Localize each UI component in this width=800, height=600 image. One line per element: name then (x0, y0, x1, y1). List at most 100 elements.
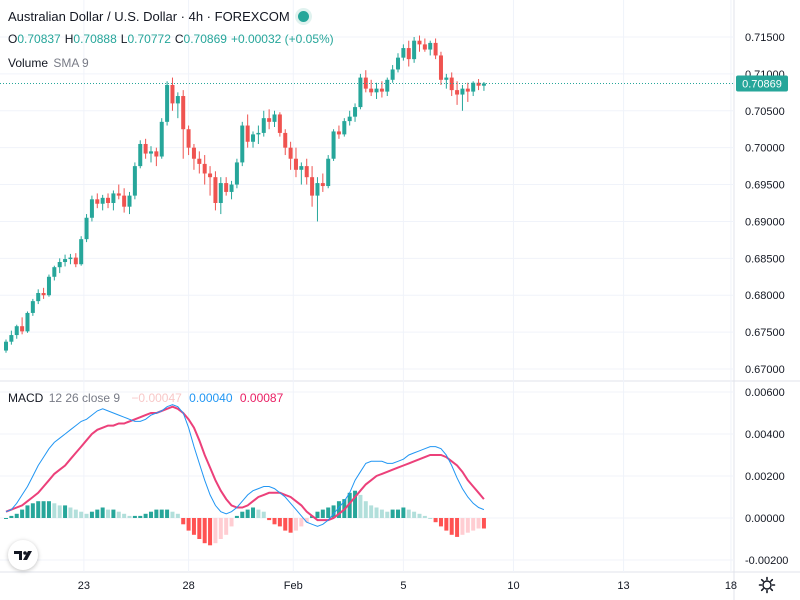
candle-body (100, 197, 105, 204)
candle-body (283, 132, 288, 148)
candle-body (438, 55, 443, 80)
macd-tick-label: -0.00200 (745, 555, 788, 567)
macd-histogram-bar (208, 518, 213, 546)
macd-histogram-bar (455, 518, 460, 537)
macd-histogram-bar (363, 501, 368, 518)
macd-legend[interactable]: MACD 12 26 close 9 −0.00047 0.00040 0.00… (8, 391, 283, 405)
candle-body (277, 114, 282, 133)
high-label: H (64, 32, 74, 46)
macd-histogram-bar (272, 518, 277, 525)
volume-params: SMA 9 (53, 56, 89, 70)
candle-body (428, 42, 433, 50)
macd-histogram-bar (277, 518, 282, 527)
candle-body (455, 90, 460, 95)
time-axis: 23 28 Feb 5 10 13 18 (78, 580, 737, 592)
candle-body (73, 257, 78, 265)
macd-histogram-bar (46, 501, 51, 518)
candle-body (111, 193, 116, 203)
macd-histogram-bar (41, 501, 46, 518)
macd-histogram-bar (100, 507, 105, 518)
candle-body (412, 40, 417, 60)
time-tick-label: 13 (617, 580, 629, 592)
candle-body (122, 195, 127, 207)
macd-tick-label: 0.00000 (745, 513, 785, 525)
candle-body (481, 83, 486, 86)
candle-body (417, 40, 422, 45)
gear-icon[interactable] (758, 576, 776, 594)
macd-histogram-bar (331, 505, 336, 518)
macd-histogram-bar (14, 513, 19, 518)
logo-glyph (14, 551, 32, 560)
macd-histogram-bar (170, 511, 175, 518)
volume-legend[interactable]: Volume SMA 9 (8, 56, 89, 70)
macd-histogram-bar (159, 509, 164, 518)
macd-histogram-bar (267, 518, 272, 521)
macd-histogram-bar (401, 507, 406, 518)
macd-histogram-bar (132, 515, 137, 518)
candle-body (353, 107, 358, 117)
macd-histogram-bar (234, 515, 239, 518)
candle-body (89, 199, 94, 218)
macd-histogram-bar (256, 509, 261, 518)
macd-histogram-bar (396, 509, 401, 518)
price-change: +0.00032 (+0.05%) (230, 32, 334, 46)
macd-histogram-bar (36, 501, 41, 518)
macd-histogram-bar (240, 511, 245, 518)
time-tick-label: 23 (78, 580, 90, 592)
macd-histogram-bar (57, 505, 62, 518)
macd-histogram-bar (9, 515, 14, 518)
macd-histogram-bar (143, 513, 148, 518)
price-tick-label: 0.68500 (745, 253, 785, 265)
candle-body (52, 267, 57, 277)
macd-histogram-bar (52, 503, 57, 518)
candlestick-series (4, 35, 486, 353)
macd-histogram-bar (20, 509, 25, 518)
macd-histogram-bar (127, 515, 132, 518)
candle-body (84, 217, 89, 240)
time-tick-label: 5 (400, 580, 406, 592)
macd-histogram-bar (191, 518, 196, 535)
macd-hist-value: −0.00047 (131, 391, 182, 405)
macd-tick-label: 0.00400 (745, 429, 785, 441)
macd-histogram-bar (320, 509, 325, 518)
macd-histogram-bar (374, 507, 379, 518)
candle-body (444, 77, 449, 80)
open-label: O (8, 32, 18, 46)
macd-histogram-bar (315, 511, 320, 518)
macd-histogram-bar (95, 509, 100, 518)
candle-body (148, 151, 153, 154)
candle-body (374, 88, 379, 93)
time-tick-label: Feb (284, 580, 303, 592)
macd-line (5, 404, 485, 527)
macd-histogram-bar (245, 509, 250, 518)
macd-histogram-bar (175, 513, 180, 518)
tradingview-logo-icon[interactable] (8, 540, 38, 570)
macd-tick-label: 0.00600 (745, 387, 785, 399)
candle-body (390, 69, 395, 80)
symbol-title[interactable]: Australian Dollar / U.S. Dollar · 4h · F… (8, 9, 309, 24)
macd-params: 12 26 close 9 (48, 391, 121, 405)
macd-histogram-bar (186, 518, 191, 531)
macd-histogram-bar (63, 505, 68, 518)
candle-body (170, 84, 175, 104)
settings-glyph (758, 576, 776, 594)
macd-histogram-bar (138, 515, 143, 518)
price-tick-label: 0.69000 (745, 216, 785, 228)
low-value: 0.70772 (127, 32, 171, 46)
macd-histogram-bar (165, 509, 170, 518)
candle-body (4, 341, 8, 351)
macd-histogram-bar (444, 518, 449, 531)
open-value: 0.70837 (17, 32, 61, 46)
price-tick-label: 0.71500 (745, 32, 785, 44)
macd-histogram-bar (202, 518, 207, 544)
macd-histogram-bar (433, 518, 438, 523)
candle-body (293, 158, 298, 170)
macd-histogram-bar (79, 511, 84, 518)
candle-body (20, 326, 25, 332)
vertical-grid-lines (83, 0, 732, 572)
time-tick-label: 10 (507, 580, 519, 592)
candle-body (25, 312, 30, 332)
symbol-title-text: Australian Dollar / U.S. Dollar · 4h · F… (8, 9, 290, 24)
candle-body (251, 134, 256, 142)
